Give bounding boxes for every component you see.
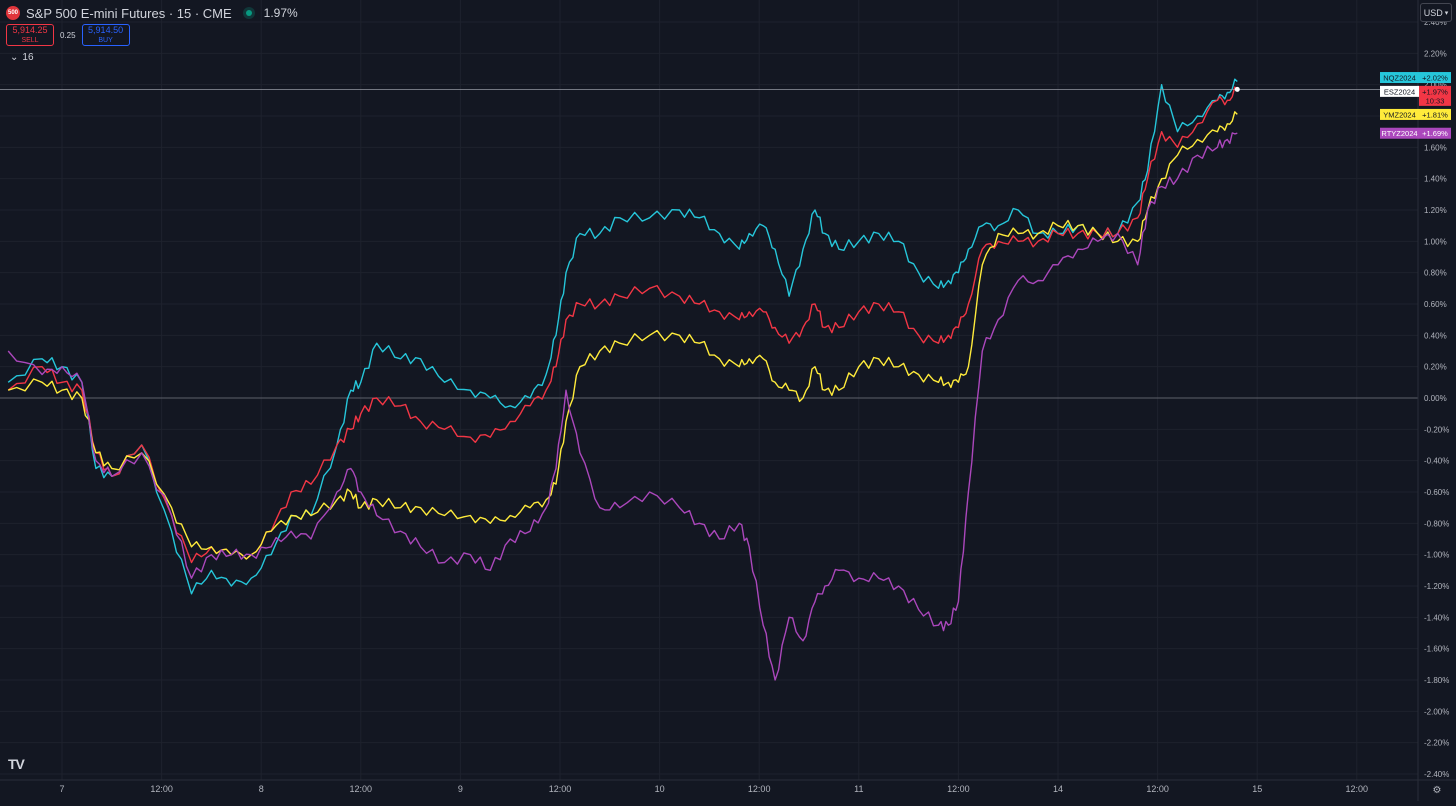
x-tick-label: 12:00 xyxy=(947,784,970,794)
y-tick-label: 0.60% xyxy=(1424,300,1447,309)
series-tag-value: +2.02% xyxy=(1422,74,1448,83)
spread-value: 0.25 xyxy=(60,30,76,40)
symbol-legend[interactable]: 500 S&P 500 E-mini Futures · 15 · CME 1.… xyxy=(6,4,298,22)
buy-price: 5,914.50 xyxy=(88,24,124,35)
y-tick-label: 1.60% xyxy=(1424,143,1447,152)
series-tag-name-box xyxy=(1380,85,1419,97)
series-tag-name-box xyxy=(1380,72,1419,84)
tradingview-logo-icon[interactable]: TV xyxy=(8,756,25,772)
x-tick-label: 12:00 xyxy=(748,784,771,794)
y-tick-label: -2.00% xyxy=(1424,707,1449,716)
series-tag-name: NQZ2024 xyxy=(1383,74,1416,83)
series-tag-name-box xyxy=(1380,108,1419,120)
currency-button[interactable]: USD ▾ xyxy=(1420,3,1452,22)
chevron-down-icon: ▾ xyxy=(1444,9,1449,17)
y-tick-label: -1.00% xyxy=(1424,551,1449,560)
sell-price: 5,914.25 xyxy=(12,24,48,35)
x-tick-label: 8 xyxy=(259,784,264,794)
y-tick-label: 1.40% xyxy=(1424,175,1447,184)
x-tick-label: 12:00 xyxy=(1346,784,1369,794)
series-tag-name: YMZ2024 xyxy=(1383,110,1416,119)
x-tick-label: 12:00 xyxy=(350,784,373,794)
current-value-line xyxy=(0,86,1418,92)
market-status-icon xyxy=(245,10,252,16)
x-tick-label: 15 xyxy=(1252,784,1262,794)
series-tag-name: ESZ2024 xyxy=(1384,87,1415,96)
gear-icon[interactable]: ⚙ xyxy=(1433,785,1442,796)
x-tick-label: 11 xyxy=(854,784,863,794)
y-tick-label: -1.60% xyxy=(1424,645,1449,654)
y-tick-label: 2.40% xyxy=(1424,18,1447,27)
y-tick-label: 0.40% xyxy=(1424,331,1447,340)
series-line-NQZ2024[interactable] xyxy=(7,78,1238,595)
indicator-count: 16 xyxy=(22,52,34,63)
x-tick-label: 9 xyxy=(458,784,463,794)
y-tick-label: -2.40% xyxy=(1424,770,1449,779)
y-tick-label: -0.20% xyxy=(1424,425,1449,434)
series-tag-name: RTYZ2024 xyxy=(1381,129,1417,138)
series-tag-value-box xyxy=(1419,108,1451,120)
y-tick-label: 0.80% xyxy=(1424,269,1447,278)
buy-label: BUY xyxy=(98,36,113,44)
y-tick-label: -1.80% xyxy=(1424,676,1449,685)
y-tick-label: 2.20% xyxy=(1424,49,1447,58)
y-tick-label: -1.40% xyxy=(1424,613,1449,622)
series-lines[interactable] xyxy=(7,78,1238,681)
symbol-title[interactable]: S&P 500 E-mini Futures · 15 · CME xyxy=(26,5,232,21)
x-tick-label: 12:00 xyxy=(1146,784,1169,794)
symbol-logo: 500 xyxy=(6,6,20,20)
y-tick-label: -1.20% xyxy=(1424,582,1449,591)
series-tag-value-box xyxy=(1419,127,1451,139)
symbol-change: 1.97% xyxy=(263,6,298,20)
chevron-down-icon: ⌄ xyxy=(10,52,19,63)
buy-button[interactable]: 5,914.50 BUY xyxy=(81,24,130,46)
x-tick-label: 10 xyxy=(655,784,665,794)
x-tick-label: 14 xyxy=(1053,784,1063,794)
sell-label: SELL xyxy=(21,36,39,44)
y-tick-label: -0.60% xyxy=(1424,488,1449,497)
series-tag-value-box xyxy=(1419,72,1451,84)
y-tick-label: -0.80% xyxy=(1424,519,1449,528)
series-tag-value-box xyxy=(1419,85,1451,106)
series-tag-name-box xyxy=(1380,127,1419,139)
x-tick-label: 12:00 xyxy=(549,784,572,794)
series-tag-time: 10:33 xyxy=(1426,96,1445,105)
series-tag-value: +1.69% xyxy=(1422,129,1448,138)
series-tag-value: +1.81% xyxy=(1422,110,1448,119)
sell-button[interactable]: 5,914.25 SELL xyxy=(6,24,54,46)
y-tick-label: 1.00% xyxy=(1424,237,1447,246)
y-tick-label: -2.20% xyxy=(1424,739,1449,748)
series-line-YMZ2024[interactable] xyxy=(7,111,1238,560)
y-tick-label: 2.00% xyxy=(1424,81,1447,90)
trade-buttons: 5,914.25 SELL 0.25 5,914.50 BUY xyxy=(6,24,130,46)
x-tick-label: 12:00 xyxy=(150,784,173,794)
series-tag-value: +1.97% xyxy=(1422,87,1448,96)
y-tick-label: 0.00% xyxy=(1424,394,1447,403)
time-scale[interactable]: 7 12:00 8 12:00 9 12:00 10 12:00 11 12:00 14 12:00 1… xyxy=(0,779,1456,796)
y-tick-label: 1.20% xyxy=(1424,206,1447,215)
last-value-dot xyxy=(1234,86,1240,92)
series-value-tags: NQZ2024 +2.02% ESZ2024 +1.97%10:33 YMZ2024 +1… xyxy=(1380,72,1451,139)
currency-label: USD xyxy=(1423,7,1443,18)
y-tick-label: 0.20% xyxy=(1424,363,1447,372)
indicators-toggle[interactable]: ⌄ 16 xyxy=(10,52,34,63)
series-line-RTYZ2024[interactable] xyxy=(7,132,1238,681)
x-tick-label: 7 xyxy=(59,784,64,794)
y-tick-label: -0.40% xyxy=(1424,457,1449,466)
